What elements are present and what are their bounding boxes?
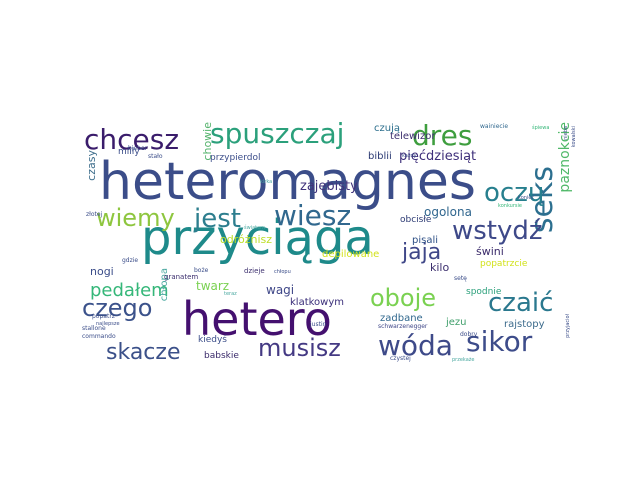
word-boze: boże — [194, 267, 209, 274]
word-zeby: zeby — [202, 181, 214, 187]
word-heteromagnes: heteromagnes — [99, 152, 476, 212]
word-oboje: oboje — [370, 284, 437, 312]
word-kiedys: kiedyś — [198, 335, 227, 345]
word-miily: miiły — [118, 147, 140, 157]
word-swini: świni — [476, 245, 504, 258]
word-dobry: dobry — [460, 331, 478, 338]
word-cloud: heteromagnes przyciąga hetero chcesz spu… — [78, 118, 582, 370]
word-skacze: skacze — [106, 340, 181, 365]
word-rajstopy: rajstopy — [504, 319, 545, 330]
word-woda: wóda — [378, 329, 453, 362]
word-zadbane: zadbane — [380, 313, 423, 324]
word-chlopu: chłopu — [274, 269, 291, 275]
word-justin: justin — [310, 321, 327, 328]
word-pedalem: pedałem — [90, 280, 169, 301]
word-wiemy: wiemy — [96, 204, 175, 232]
word-koniec: koniec — [518, 195, 535, 201]
word-teraz: teraz — [224, 291, 237, 297]
word-sikor: sikor — [466, 325, 533, 358]
word-stallone: stallone — [82, 325, 106, 332]
word-stalo: stało — [148, 153, 163, 160]
word-kowalski: kowalski — [571, 126, 577, 148]
word-jezu: jezu — [446, 317, 467, 328]
word-telewizor: telewizor — [390, 131, 436, 142]
word-przyciaga: przyciąga — [141, 210, 374, 266]
word-babskie: babskie — [204, 351, 239, 361]
word-piecdziesiat: pięćdziesiąt — [399, 149, 477, 164]
word-biblii: biblii — [368, 151, 392, 162]
word-czystej: czystej — [390, 355, 411, 362]
word-obcisle: obcisłe — [400, 215, 432, 225]
word-przekaze: przekaże — [452, 357, 475, 363]
word-czaic: czaić — [488, 288, 554, 318]
word-nieba: nieba — [563, 126, 569, 140]
word-dzieje: dzieje — [244, 267, 265, 275]
word-najlepsze: najlepsze — [96, 321, 120, 327]
word-odroznisz: odróżnisz — [220, 233, 273, 246]
word-jest: jest — [194, 204, 241, 234]
word-konkursie: konkursie — [498, 203, 522, 209]
word-kazdy: każdy — [402, 153, 417, 159]
word-commando: commando — [82, 333, 116, 340]
word-hetero: hetero — [182, 292, 332, 346]
word-oczu: oczų — [484, 178, 545, 208]
word-ogolona: ogolona — [424, 205, 472, 219]
word-klatkowym: klatkowym — [290, 297, 345, 308]
word-twarz: twarz — [196, 279, 230, 293]
word-sete: setę — [454, 275, 467, 282]
word-czuja: czują — [374, 123, 400, 134]
word-wagi: wagi — [266, 283, 295, 297]
word-czego: czego — [82, 294, 153, 322]
word-zajebisty: zajebisty — [300, 179, 358, 194]
word-przyjaciol: przyjacioł — [565, 314, 571, 338]
word-wainiecie: wainiecie — [480, 123, 509, 130]
word-granatem: granatem — [164, 273, 199, 281]
word-spodnie: spodnie — [466, 287, 502, 297]
word-bieber: bieber — [128, 145, 148, 152]
word-swiatem: światem — [244, 225, 266, 231]
word-depilowane: depilowane — [322, 249, 380, 260]
word-schwarzenegger: schwarzenegger — [378, 323, 428, 330]
word-musisz: musisz — [258, 334, 341, 362]
word-nogi: nogi — [90, 265, 114, 278]
word-popatrzcie: popatrzcie — [480, 259, 528, 269]
word-chcesz: chcesz — [84, 123, 180, 156]
word-pisali: pisali — [412, 235, 439, 246]
word-kilo: kilo — [430, 261, 450, 274]
word-spiewa: śpiewa — [532, 125, 550, 131]
word-czasy: czasy — [85, 150, 98, 181]
word-wstydz: wstydź — [452, 216, 543, 246]
word-kirka: kirka — [260, 179, 273, 185]
word-jaja: jaja — [402, 240, 442, 265]
word-gdzie: gdzie — [122, 257, 139, 264]
word-wiesz: wiesz — [274, 199, 352, 232]
word-popatrz: popatrz — [92, 313, 115, 320]
word-spuszczaj: spuszczaj — [210, 117, 345, 150]
word-dres: dres — [412, 119, 473, 152]
word-zlotej: złotej — [86, 211, 103, 218]
word-przypierdol: przypierdol — [210, 153, 261, 163]
